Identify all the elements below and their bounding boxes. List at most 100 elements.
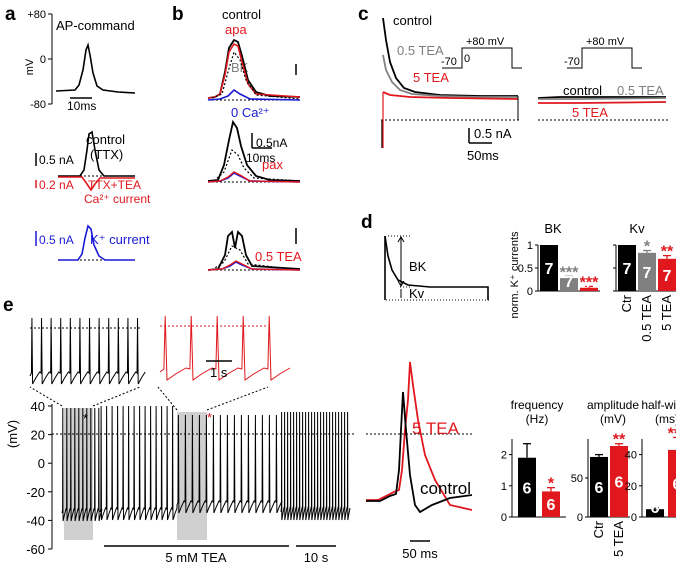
d-y-axis-label: norm. K⁺ currents [509, 231, 521, 319]
tea5-trace-c2 [538, 101, 667, 104]
inset-tea-trace [159, 315, 291, 381]
significance: * [548, 476, 555, 493]
e-y-tick-label: -40 [26, 513, 45, 528]
x-label: Ctr [619, 294, 634, 312]
e-time-scale-label: 10 s [304, 550, 329, 565]
control-ttx-trace [58, 130, 135, 177]
amplitude-bar-chart: 50 0 6 Ctr 6 ** 5 TEA amplitude(mV) [571, 398, 640, 557]
control-trace-c1 [382, 17, 518, 97]
inset-time-scale-label: 1 s [210, 365, 228, 380]
bar-5-tea [610, 446, 628, 517]
e-y-tick-label: -60 [26, 542, 45, 557]
significance: * [644, 239, 651, 256]
kv-label-d: Kv [409, 286, 425, 301]
y-tick-label: 40 [625, 450, 637, 462]
panel-label-d: d [361, 212, 373, 233]
e-y-axis-label: (mV) [5, 420, 20, 448]
bar-ctr [646, 509, 664, 517]
control-label-b: control [222, 7, 261, 22]
scale-label-black-a: 0.5 nA [39, 153, 74, 167]
bar-ctr [618, 245, 636, 291]
bk-trace-b1 [211, 50, 301, 100]
ap-control-label: control [420, 479, 471, 498]
e-y-ticks: 40 20 0 -20 -40 -60 [26, 399, 52, 557]
panel-label-e: e [3, 295, 14, 316]
apa-trace [207, 42, 301, 99]
bar-5-tea [668, 449, 676, 517]
ca-current-label: Ca²⁺ current [84, 192, 151, 206]
n-label: 6 [547, 497, 556, 514]
ap-y-unit: mV [24, 58, 36, 75]
n-label: 7 [663, 268, 672, 285]
y-tick-label: 0.5 [518, 263, 533, 275]
scale-label-red-a: 0.2 nA [39, 178, 74, 192]
scale-label-current-b: 0.5nA [256, 136, 287, 150]
n-label: 6 [523, 480, 532, 497]
ap-tea-label: 5 TEA [412, 419, 460, 438]
chart-title: amplitude [587, 398, 639, 412]
y-tick-label: 0 [501, 512, 507, 524]
star-tea: * [207, 410, 212, 425]
control-label-c: control [393, 13, 432, 28]
apa-label: apa [225, 22, 247, 37]
chart-title: frequency [511, 398, 564, 412]
n-label: 7 [585, 274, 594, 291]
frequency-bar-chart: 2 1 0 66 * frequency(Hz) [501, 398, 566, 524]
d-bk-arrowheads [397, 236, 405, 287]
chart-unit: (mV) [600, 412, 626, 426]
y-tick-label: 0 [527, 286, 533, 298]
x-label: Ctr [591, 520, 606, 538]
control-label-a: control [86, 132, 125, 147]
ap-y-tick-label-top: +80 [27, 9, 46, 21]
chart-unit: (ms) [655, 412, 676, 426]
ap-command-title: AP-command [56, 18, 135, 33]
y-tick-label: 20 [625, 481, 637, 493]
bk-chart-title: BK [544, 221, 562, 236]
k-current-trace [58, 224, 135, 261]
tea-label-b: 0.5 TEA [255, 249, 302, 264]
bk-label-d: BK [409, 259, 427, 274]
n-label: 6 [615, 475, 624, 492]
chart-title: half-width [641, 398, 676, 412]
n-label: 6 [673, 476, 676, 493]
scale-label-current-c: 0.5 nA [474, 126, 512, 141]
bar-5-tea [658, 258, 676, 291]
x-label: 5 TEA [611, 521, 626, 557]
n-label: 6 [595, 480, 604, 497]
significance: ** [613, 432, 626, 449]
pax-trace [207, 171, 301, 183]
protocol-hold-c1: -70 [441, 56, 457, 68]
tea5-label-c2: 5 TEA [572, 105, 608, 120]
e-y-tick-label: 20 [31, 428, 45, 443]
chart-unit: (Hz) [526, 412, 549, 426]
y-tick-label: 0 [631, 512, 637, 524]
k-current-label: K⁺ current [90, 232, 150, 247]
ca0-trace [207, 88, 301, 101]
scale-label-blue-a: 0.5 nA [39, 233, 74, 247]
scale-label-time-c: 50ms [467, 148, 499, 163]
tea-application-label: 5 mM TEA [165, 550, 226, 565]
panel-label-b: b [172, 4, 184, 25]
tea05-label-c2: 0.5 TEA [617, 83, 664, 98]
ap-tea-trace [366, 361, 473, 511]
protocol-step-c2: +80 mV [586, 36, 625, 48]
ca0-label: 0 Ca²⁺ [231, 105, 270, 120]
bar-5-tea [580, 287, 598, 291]
scale-label-time-b: 10ms [246, 151, 275, 165]
d-trace-decay [384, 235, 489, 300]
e-y-tick-label: -20 [26, 485, 45, 500]
n-label: 7 [623, 261, 632, 278]
control-trace-b3 [207, 230, 301, 271]
protocol-c1 [442, 47, 522, 69]
bk-trace-b2 [213, 148, 301, 182]
tea05-label-c: 0.5 TEA [397, 43, 444, 58]
n-label: 7 [643, 265, 652, 282]
panel-c: c control 0.5 TEA 5 TEA +80 mV -70 0 +80… [358, 4, 668, 163]
bar-ctr [518, 457, 536, 517]
tea05-trace-c2 [538, 97, 667, 100]
spike-train-trace [61, 405, 351, 522]
significance: ** [661, 244, 674, 261]
y-tick-label: 50 [571, 473, 583, 485]
